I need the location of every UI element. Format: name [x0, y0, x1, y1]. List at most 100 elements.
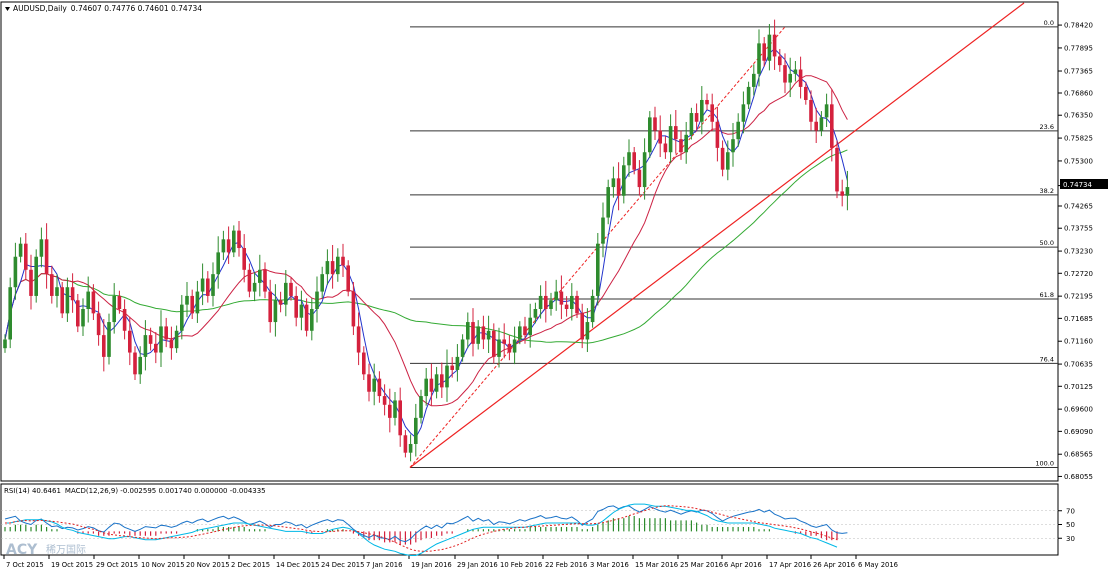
- candle: [226, 226, 231, 264]
- price-tick-label: 0.69090: [1064, 428, 1093, 436]
- candle: [705, 93, 709, 111]
- candle: [102, 319, 106, 372]
- candle: [684, 121, 688, 164]
- time-tick-label: 6 May 2016: [858, 561, 898, 569]
- time-tick-label: 19 Jan 2016: [411, 561, 452, 569]
- candle: [523, 316, 527, 344]
- rsi-tick-label: 30: [1066, 535, 1075, 543]
- time-tick-label: 7 Oct 2015: [6, 561, 44, 569]
- candle: [710, 93, 714, 132]
- candle: [320, 266, 324, 299]
- candle: [268, 279, 272, 333]
- time-tick-label: 29 Jan 2016: [457, 561, 498, 569]
- price-tick-label: 0.72195: [1064, 293, 1093, 301]
- candle: [585, 308, 590, 353]
- candle: [382, 384, 387, 416]
- candle: [830, 89, 834, 162]
- price-tick-label: 0.71160: [1064, 338, 1093, 346]
- candle: [762, 37, 766, 67]
- trendlines: [409, 2, 1025, 468]
- price-tick-label: 0.71685: [1064, 315, 1093, 323]
- candle: [845, 170, 850, 211]
- candle: [564, 296, 569, 317]
- candle: [492, 323, 496, 364]
- candle: [216, 236, 220, 289]
- candle: [117, 290, 122, 314]
- candle: [601, 202, 605, 258]
- chart-title: AUDUSD,Daily 0.74607 0.74776 0.74601 0.74…: [13, 4, 202, 13]
- candle: [60, 281, 64, 319]
- candle: [330, 244, 335, 289]
- price-tick-label: 0.69600: [1064, 406, 1093, 414]
- price-tick-label: 0.77365: [1064, 68, 1093, 76]
- candle: [544, 280, 548, 323]
- time-tick-label: 15 Mar 2016: [635, 561, 678, 569]
- candle: [34, 249, 38, 303]
- time-tick-label: 14 Dec 2015: [276, 561, 319, 569]
- candle: [81, 298, 85, 337]
- candle: [8, 277, 12, 349]
- candle: [13, 242, 18, 300]
- candle: [393, 391, 397, 426]
- candle: [798, 56, 803, 99]
- candle: [512, 326, 517, 365]
- candle: [154, 332, 158, 364]
- candle: [200, 263, 205, 306]
- rsi-line: [4, 505, 848, 543]
- candle: [346, 260, 350, 297]
- candle: [538, 285, 543, 319]
- candle: [159, 310, 163, 368]
- price-tick-label: 0.75300: [1064, 157, 1093, 165]
- price-tick-label: 0.76350: [1064, 112, 1093, 120]
- time-tick-label: 17 Apr 2016: [769, 561, 811, 569]
- candle: [757, 29, 761, 87]
- candle: [258, 254, 262, 297]
- candle: [122, 299, 127, 340]
- candle: [767, 23, 772, 71]
- fib-level-label: 76.4: [1040, 355, 1054, 363]
- candle: [29, 254, 33, 310]
- candle: [741, 91, 746, 134]
- candle: [455, 344, 460, 382]
- candle: [814, 107, 818, 144]
- candle: [388, 388, 392, 433]
- fib-level-label: 61.8: [1040, 291, 1054, 299]
- candle: [107, 313, 111, 365]
- time-tick-label: 24 Dec 2015: [321, 561, 364, 569]
- indicator-header: RSI(14) 40.6461 MACD(12,26,9) -0.002595 0…: [4, 487, 266, 495]
- candle: [726, 140, 730, 181]
- price-tick-label: 0.73230: [1064, 248, 1093, 256]
- dropdown-triangle-icon[interactable]: [5, 7, 10, 11]
- candle: [336, 248, 340, 282]
- candle: [325, 249, 330, 285]
- candle: [622, 156, 626, 204]
- candle: [840, 179, 844, 207]
- indicator-lines: 70 50 30: [1, 503, 1075, 556]
- candle: [315, 276, 319, 323]
- candle: [648, 111, 652, 158]
- candle: [559, 275, 564, 320]
- price-panel: [0, 1, 1059, 482]
- candle: [247, 263, 252, 298]
- candle: [596, 233, 600, 306]
- candle: [294, 286, 298, 327]
- price-tick-label: 0.68565: [1064, 451, 1093, 459]
- candle: [91, 284, 96, 321]
- candle: [86, 276, 90, 323]
- ascending-trendline: [409, 2, 1025, 468]
- candle: [440, 362, 444, 398]
- candle: [533, 302, 538, 324]
- candle: [419, 389, 423, 424]
- price-tick-label: 0.77895: [1064, 44, 1093, 52]
- candle: [528, 303, 532, 348]
- candle: [554, 279, 558, 311]
- time-tick-label: 25 Mar 2016: [680, 561, 723, 569]
- candle: [372, 363, 376, 406]
- candle: [55, 274, 59, 308]
- candle: [180, 295, 184, 340]
- macd-line: [5, 503, 838, 556]
- candle: [310, 298, 314, 341]
- time-tick-label: 6 Apr 2016: [724, 561, 762, 569]
